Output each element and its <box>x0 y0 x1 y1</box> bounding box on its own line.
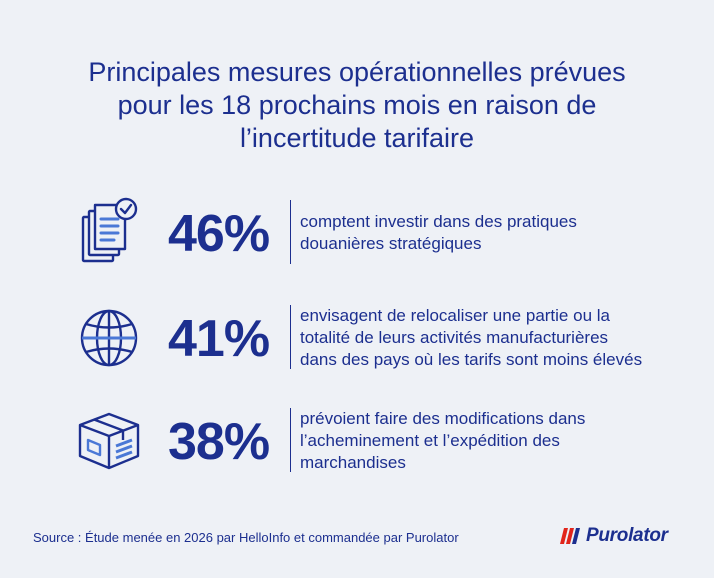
title-line-1: Principales mesures opérationnelles prév… <box>88 57 626 87</box>
stat-description-line: marchandises <box>300 453 406 472</box>
stat-description: prévoient faire des modifications dans l… <box>300 396 700 486</box>
stat-percent: 38% <box>168 413 270 471</box>
stat-percent: 41% <box>168 310 270 368</box>
stat-description: comptent investir dans des pratiques dou… <box>300 188 700 278</box>
divider <box>290 305 291 369</box>
title-line-3: l’incertitude tarifaire <box>239 123 475 153</box>
stat-description-line: l’acheminement et l’expédition des <box>300 431 560 450</box>
stat-description-line: envisagent de relocaliser une partie ou … <box>300 306 610 325</box>
source-note: Source : Étude menée en 2026 par HelloIn… <box>33 530 459 545</box>
purolator-stripes-icon <box>560 528 580 544</box>
stat-description-line: comptent investir dans des pratiques <box>300 212 577 231</box>
stat-row-customs: 46% comptent investir dans des pratiques… <box>0 188 714 278</box>
stat-description-line: totalité de leurs activités manufacturiè… <box>300 328 609 347</box>
purolator-logo: Purolator <box>560 523 668 549</box>
title-line-2: pour les 18 prochains mois en raison de <box>117 90 597 120</box>
stat-description-line: prévoient faire des modifications dans <box>300 409 586 428</box>
divider <box>290 200 291 264</box>
stat-row-relocation: 41% envisagent de relocaliser une partie… <box>0 293 714 383</box>
page-title: Principales mesures opérationnelles prév… <box>0 56 714 155</box>
logo-text: Purolator <box>586 525 668 546</box>
stat-description-line: douanières stratégiques <box>300 234 482 253</box>
stat-percent: 46% <box>168 205 270 263</box>
documents-check-icon <box>76 188 142 278</box>
stat-row-shipping: 38% prévoient faire des modifications da… <box>0 396 714 486</box>
shipping-box-icon <box>76 396 142 486</box>
stat-description: envisagent de relocaliser une partie ou … <box>300 293 700 383</box>
globe-icon <box>76 293 142 383</box>
stat-description-line: dans des pays où les tarifs sont moins é… <box>300 350 643 369</box>
divider <box>290 408 291 472</box>
